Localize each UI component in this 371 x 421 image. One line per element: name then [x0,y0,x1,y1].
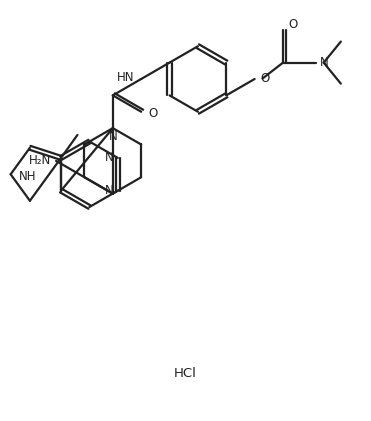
Text: HCl: HCl [174,367,196,380]
Text: O: O [260,72,270,85]
Text: N: N [108,130,117,143]
Text: N: N [320,56,328,69]
Text: N: N [105,152,114,164]
Text: O: O [148,107,157,120]
Text: N: N [105,184,114,197]
Text: HN: HN [117,72,134,85]
Text: H₂N: H₂N [29,155,51,168]
Text: O: O [288,19,297,32]
Text: NH: NH [19,170,36,183]
